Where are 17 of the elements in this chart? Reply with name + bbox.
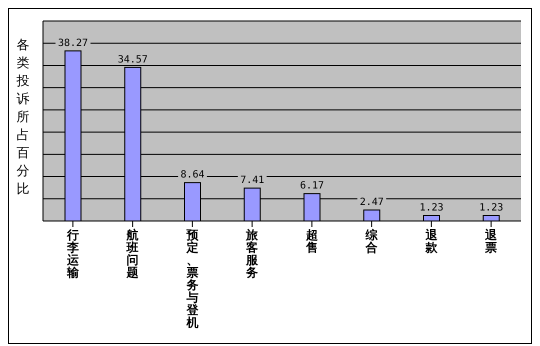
data-label: 2.47 [360, 197, 384, 208]
x-tick-label: 超售 [304, 228, 318, 254]
data-label: 8.64 [180, 170, 205, 181]
x-tick-label: 旅客服务 [245, 228, 260, 280]
data-label: 1.23 [479, 202, 504, 214]
x-tick-label: 行李运输 [66, 228, 80, 280]
x-tick-label: 退票 [484, 228, 498, 254]
data-label: 1.23 [419, 202, 444, 214]
x-tick-label: 退款 [424, 228, 438, 254]
data-label: 38.27 [58, 38, 88, 49]
data-label: 6.17 [300, 180, 324, 192]
x-tick-label: 航班问题 [126, 228, 139, 280]
text: 各类投诉所占百分比 [16, 38, 30, 197]
data-label: 34.57 [118, 54, 148, 66]
x-tick-label: 综合 [364, 228, 379, 254]
x-tick-label: 预定、票务与登机 [185, 228, 200, 330]
data-label: 7.41 [240, 175, 264, 186]
